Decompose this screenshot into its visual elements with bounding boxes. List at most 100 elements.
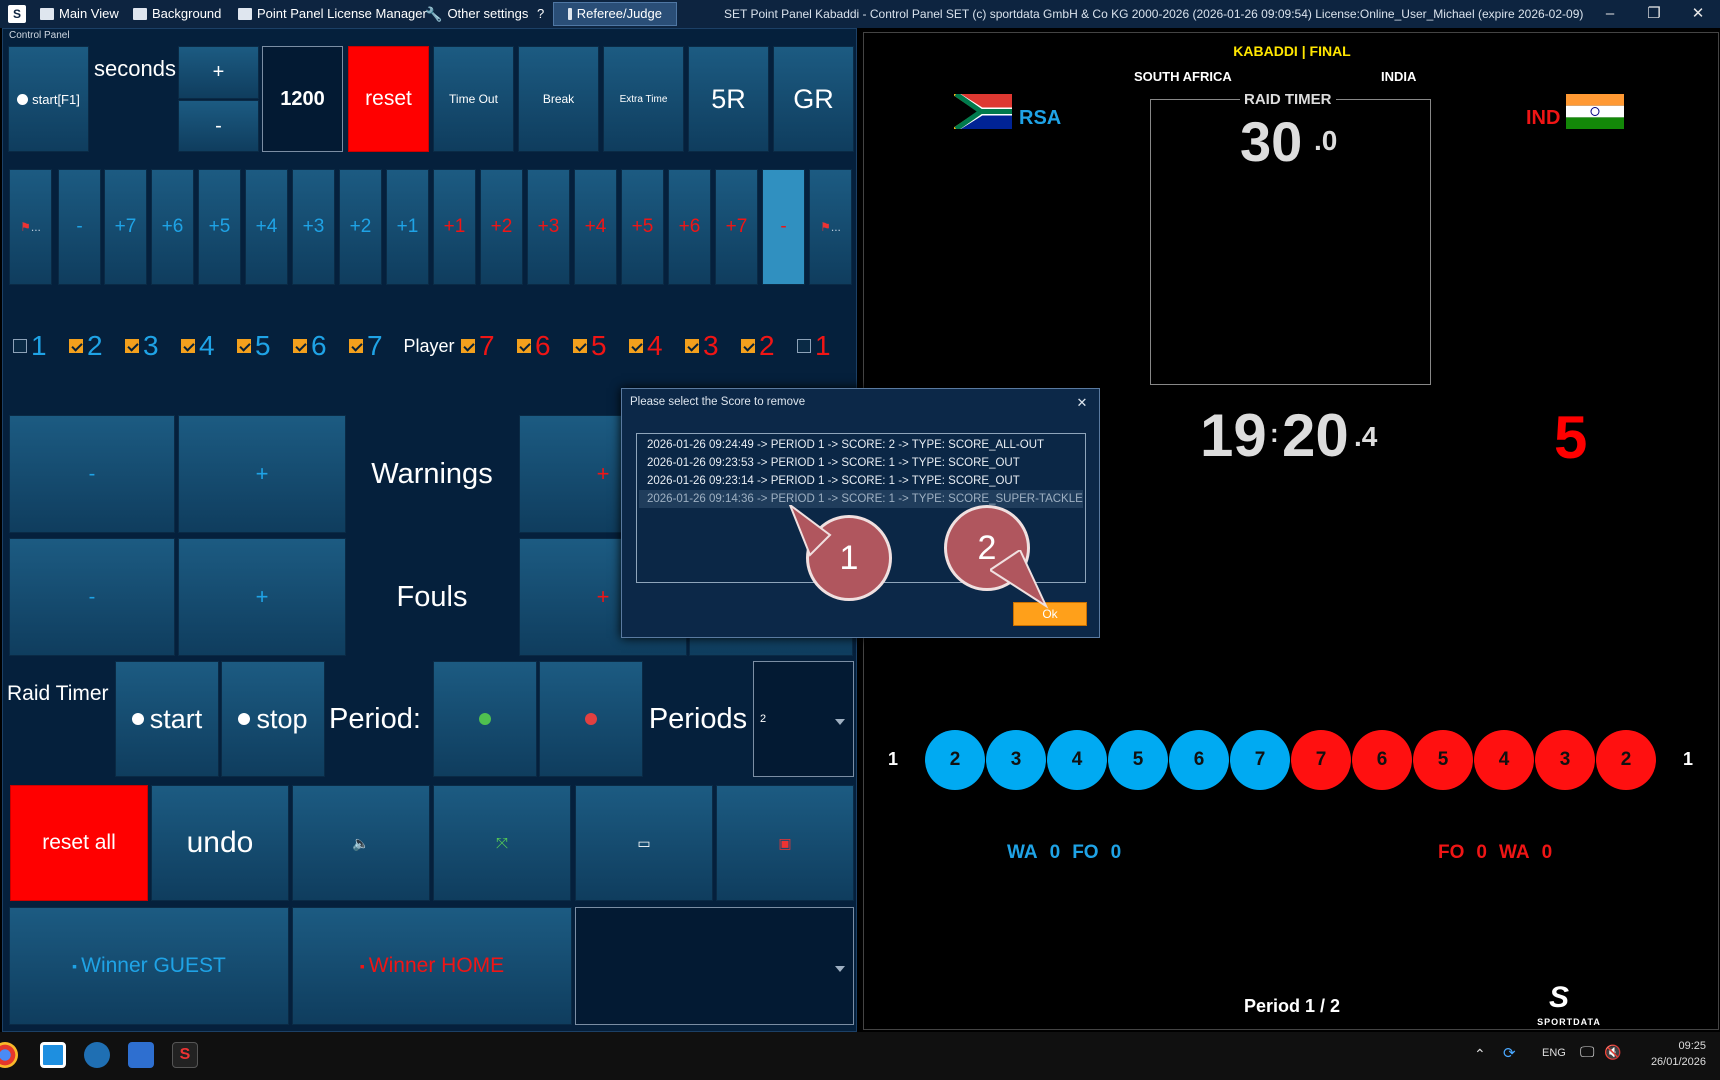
player-home-checkbox[interactable]: 4 [629,329,663,363]
play-icon [131,713,144,725]
winner-guest-button[interactable]: ▪ Winner GUEST [9,907,289,1025]
player-home-checkbox[interactable]: 7 [461,329,495,363]
player-home-checkbox[interactable]: 2 [741,329,775,363]
menu-referee-judge[interactable]: Referee/Judge [553,2,677,26]
refresh-app-icon[interactable] [40,1042,66,1068]
checkbox-icon [69,339,83,353]
chevron-up-icon[interactable]: ⌃ [1474,1046,1486,1062]
score-home-button[interactable]: - [762,169,805,285]
raid-start-button[interactable]: start [115,661,219,777]
menu-help[interactable]: ? [537,6,545,21]
score-guest-button[interactable]: +1 [386,169,429,285]
maximize-button[interactable]: ❐ [1647,5,1661,22]
fouls-label: Fouls [396,580,468,613]
player-guest-checkbox[interactable]: 2 [69,329,103,363]
score-list-item[interactable]: 2026-01-26 09:14:36 -> PERIOD 1 -> SCORE… [639,490,1083,508]
mute-icon[interactable]: 🔇 [1604,1044,1622,1060]
reset-button[interactable]: reset [348,46,429,152]
flag-icon: ⚑ [20,220,31,234]
sportdata-app-icon[interactable]: S [172,1042,198,1068]
bench-left: 1 [888,749,899,769]
menu-license-manager[interactable]: Point Panel License Manager [238,0,427,28]
reset-all-button[interactable]: reset all [10,785,148,901]
close-button[interactable]: ✕ [1691,5,1705,22]
player-home-checkbox[interactable]: 6 [517,329,551,363]
score-guest-button[interactable]: +6 [151,169,194,285]
display-window-icon[interactable]: ▭ [575,785,713,901]
winner-select[interactable] [575,907,854,1025]
player-home-checkbox[interactable]: 1 [797,329,831,363]
player-guest-checkbox[interactable]: 1 [13,329,47,363]
5r-button[interactable]: 5R [688,46,769,152]
pause-icon [238,713,251,725]
player-guest-checkbox[interactable]: 4 [181,329,215,363]
sound-icon[interactable]: 🔈 [292,785,430,901]
start-button[interactable]: start[F1] [8,46,89,152]
score-guest-button[interactable]: +4 [245,169,288,285]
language-indicator[interactable]: ENG [1542,1047,1566,1059]
chevron-down-icon [835,719,845,725]
score-guest-button[interactable]: +7 [104,169,147,285]
notepad-icon[interactable] [128,1042,154,1068]
edge-icon[interactable] [84,1042,110,1068]
score-guest-button[interactable]: +2 [339,169,382,285]
warnings-plus-button[interactable]: + [178,415,346,533]
app-logo: S [8,5,26,23]
fouls-plus-button[interactable]: + [178,538,346,656]
chrome-icon[interactable] [0,1042,18,1068]
india-flag-icon [1566,94,1624,129]
player-guest-checkbox[interactable]: 5 [237,329,271,363]
score-home-button[interactable]: +6 [668,169,711,285]
gr-button[interactable]: GR [773,46,854,152]
score-guest-button[interactable]: +5 [198,169,241,285]
checkbox-icon [461,339,475,353]
score-guest-button[interactable]: +3 [292,169,335,285]
network-icon[interactable]: 🖵 [1580,1044,1595,1061]
menu-other-settings[interactable]: 🔧 Other settings [425,0,528,28]
menu-background[interactable]: Background [133,0,221,28]
fouls-minus-button[interactable]: - [9,538,175,656]
clock-time[interactable]: 09:25 [1678,1040,1706,1052]
card-icon[interactable]: ▣ [716,785,854,901]
score-home-button[interactable]: +3 [527,169,570,285]
score-list-item[interactable]: 2026-01-26 09:23:14 -> PERIOD 1 -> SCORE… [647,475,1020,487]
break-button[interactable]: Break [518,46,599,152]
menu-main-view[interactable]: Main View [40,0,119,28]
score-list-item[interactable]: 2026-01-26 09:23:53 -> PERIOD 1 -> SCORE… [647,457,1020,469]
ok-button[interactable]: Ok [1013,602,1087,626]
player-home-checkbox[interactable]: 3 [685,329,719,363]
score-home-button[interactable]: +1 [433,169,476,285]
player-home-checkbox[interactable]: 5 [573,329,607,363]
winner-home-button[interactable]: ▪ Winner HOME [292,907,572,1025]
fullscreen-icon[interactable]: ⤧ [433,785,571,901]
dialog-close-button[interactable]: ✕ [1076,395,1088,410]
player-guest-checkbox[interactable]: 3 [125,329,159,363]
period-minus-button[interactable] [539,661,643,777]
score-home-button[interactable]: +5 [621,169,664,285]
extra-time-button[interactable]: Extra Time [603,46,684,152]
score-home-button[interactable]: +7 [715,169,758,285]
plus-circle-icon [479,713,491,725]
guest-score-history-button[interactable]: ⚑... [9,169,52,285]
sync-icon[interactable]: ⟳ [1503,1045,1516,1062]
score-list-item[interactable]: 2026-01-26 09:24:49 -> PERIOD 1 -> SCORE… [647,439,1045,451]
player-guest-checkbox[interactable]: 7 [349,329,383,363]
time-value-field[interactable]: 1200 [262,46,343,152]
seconds-plus-button[interactable]: + [178,46,259,99]
score-guest-button[interactable]: - [58,169,101,285]
periods-select[interactable]: 2 [753,661,854,777]
home-score-history-button[interactable]: ⚑... [809,169,852,285]
flag-icon: ▪ [72,958,78,974]
score-home-button[interactable]: +4 [574,169,617,285]
player-guest-checkbox[interactable]: 6 [293,329,327,363]
minimize-button[interactable]: – [1605,5,1615,22]
undo-button[interactable]: undo [151,785,289,901]
seconds-minus-button[interactable]: - [178,100,259,152]
clock-date[interactable]: 26/01/2026 [1650,1056,1706,1068]
chevron-down-icon [835,966,845,972]
warnings-minus-button[interactable]: - [9,415,175,533]
raid-stop-button[interactable]: stop [221,661,325,777]
period-plus-button[interactable] [433,661,537,777]
score-home-button[interactable]: +2 [480,169,523,285]
time-out-button[interactable]: Time Out [433,46,514,152]
